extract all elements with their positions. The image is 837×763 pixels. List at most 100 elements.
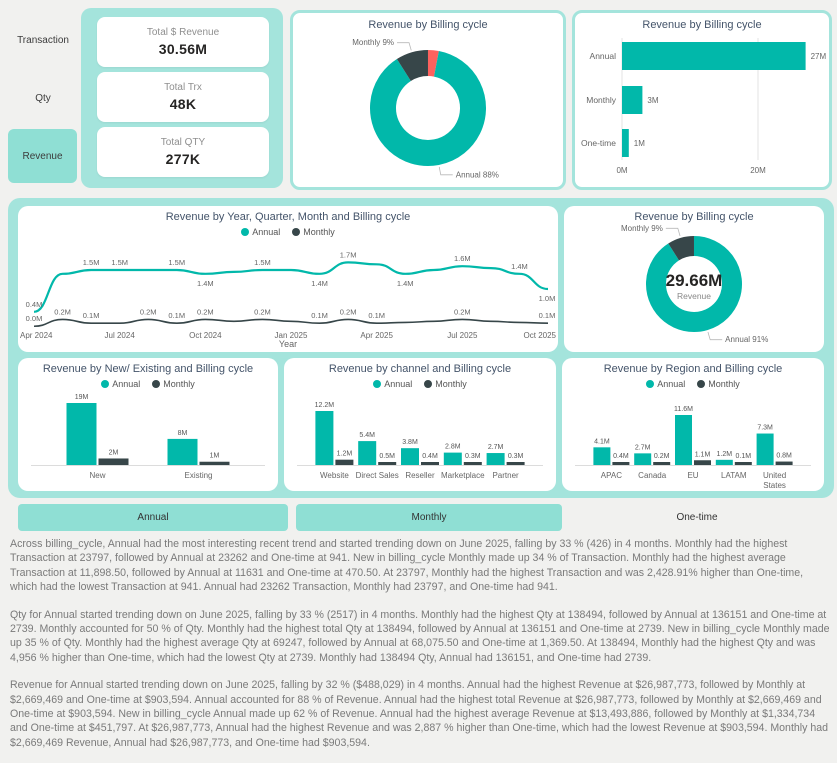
bar-monthly-marketplace[interactable] [463,462,482,465]
donut-slice-one-time[interactable] [427,50,439,77]
data-label: 0.1M [311,311,328,320]
data-label: 1.2M [717,451,733,458]
data-label: 2.7M [635,444,651,451]
line-monthly[interactable] [33,318,549,328]
bar-annual-latam[interactable] [715,459,733,465]
data-label: Apr 2025 [360,331,393,340]
data-label: New [89,471,105,480]
grouped-bar-chart[interactable]: 19M 2M New 8M 1M Existing [21,391,275,491]
data-label: 0.8M [776,453,792,460]
data-label: 1.4M [397,279,414,288]
donut-slice-monthly[interactable] [668,236,695,261]
legend-item-annual[interactable]: Annual [646,379,685,389]
legend-item-monthly[interactable]: Monthly [292,227,335,237]
bar-annual-new[interactable] [66,403,97,465]
kpi-label: Total $ Revenue [146,27,220,38]
legend-item-annual[interactable]: Annual [101,379,140,389]
data-label: 0.4M [613,453,629,460]
bar-monthly-eu[interactable] [694,460,711,465]
filter-annual-button[interactable]: Annual [18,504,288,531]
line-chart[interactable]: 0.4M 1.5M 1.5M 1.5M 1.4M 1.5M 1.4M 1.7M 1.4M 1.6M… [18,239,558,341]
data-label: 1.5M [83,258,100,267]
chart-legend: Annual Monthly [284,377,556,391]
data-label: Jul 2025 [447,331,478,340]
bar-monthly-partner[interactable] [506,462,525,465]
bar-annual-reseller[interactable] [401,448,419,465]
legend-item-annual[interactable]: Annual [241,227,280,237]
chart-title: Revenue by Year, Quarter, Month and Bill… [165,211,411,223]
nav-qty-button[interactable]: Qty [8,76,78,120]
donut-slice-annual[interactable] [646,236,742,332]
chart-title: Revenue by Billing cycle [634,211,754,223]
data-label: Canada [638,471,667,480]
data-label: 19M [75,394,89,401]
bar-annual-direct-sales[interactable] [358,441,377,465]
legend-dot [697,380,706,388]
data-label: 0.2M [140,307,157,316]
legend-item-monthly[interactable]: Monthly [697,379,740,389]
line-annual[interactable] [33,261,549,313]
legend-item-monthly[interactable]: Monthly [424,379,467,389]
bar-monthly-apac[interactable] [612,462,630,465]
smart-narrative: Across billing_cycle, Annual had the mos… [10,537,830,763]
donut-chart[interactable]: Annual 88% Monthly 9% [296,32,560,184]
chart-title: Revenue by Billing cycle [642,19,762,31]
bar-one-time[interactable] [622,129,629,157]
bar-annual-partner[interactable] [486,453,505,465]
legend-label: Annual [112,379,141,389]
data-label: 0M [616,166,627,175]
bar-monthly-direct-sales[interactable] [378,462,397,465]
donut-slice-annual[interactable] [370,51,486,166]
bar-annual-united-states[interactable] [756,433,774,465]
bar-annual[interactable] [622,42,806,70]
hbar-chart[interactable]: Annual 27M Monthly 3M One-time 1M 0M 20M [576,32,828,182]
donut-slice-monthly[interactable] [396,50,429,82]
legend-label: Monthly [708,379,740,389]
data-label: 0.3M [465,453,481,460]
filter-one-time-button[interactable]: One-time [570,504,824,531]
bar-annual-canada[interactable] [634,453,652,465]
data-label: 0.0M [26,314,43,323]
bar-annual-existing[interactable] [167,438,198,465]
legend-label: Monthly [163,379,195,389]
bar-monthly-latam[interactable] [734,462,752,465]
kpi-value: 30.56M [158,41,208,57]
legend-dot [292,228,301,236]
bar-monthly-united-states[interactable] [775,461,793,465]
data-label: Monthly 9% [352,38,394,47]
bar-annual-eu[interactable] [675,415,692,465]
data-label: 1.4M [197,279,214,288]
nav-revenue-button[interactable]: Revenue [8,129,77,183]
legend-label: Annual [252,227,281,237]
data-label: 0.2M [340,307,357,316]
bar-annual-marketplace[interactable] [443,452,462,465]
nav-transaction-button[interactable]: Transaction [8,18,78,62]
nav-transaction-label: Transaction [17,34,69,46]
grouped-bar-chart[interactable]: 4.1M 0.4M APAC 2.7M0.2M Canada 11.6M 1.1M EU 1.2… [565,391,821,491]
data-label: 1.5M [254,258,271,267]
data-label: EU [687,471,698,480]
legend-dot [424,380,433,388]
legend-item-monthly[interactable]: Monthly [152,379,195,389]
dashboard: { "colors": { "annual": "#01B8AA", "mont… [8,8,834,749]
bar-monthly-reseller[interactable] [421,462,439,465]
data-label: 1M [210,453,220,460]
bar-monthly-website[interactable] [335,459,354,465]
filter-monthly-button[interactable]: Monthly [296,504,562,531]
legend-item-annual[interactable]: Annual [373,379,412,389]
data-label: 0.3M [508,453,524,460]
data-label: 1.4M [511,262,528,271]
data-label: 0.1M [368,311,385,320]
bar-annual-apac[interactable] [593,447,611,465]
data-label: 0.1M [168,311,185,320]
bar-monthly-existing[interactable] [199,461,230,465]
data-label: 0.1M [83,311,100,320]
bar-monthly-canada[interactable] [653,462,671,465]
bar-annual-website[interactable] [315,411,334,465]
grouped-bar-chart[interactable]: 12.2M 1.2M Website 5.4M 0.5M Direct Sales 3.8M… [287,391,553,491]
bar-monthly[interactable] [622,86,643,114]
data-label: States [763,481,786,490]
bar-monthly-new[interactable] [98,458,129,465]
data-label: Jan 2025 [275,331,308,340]
